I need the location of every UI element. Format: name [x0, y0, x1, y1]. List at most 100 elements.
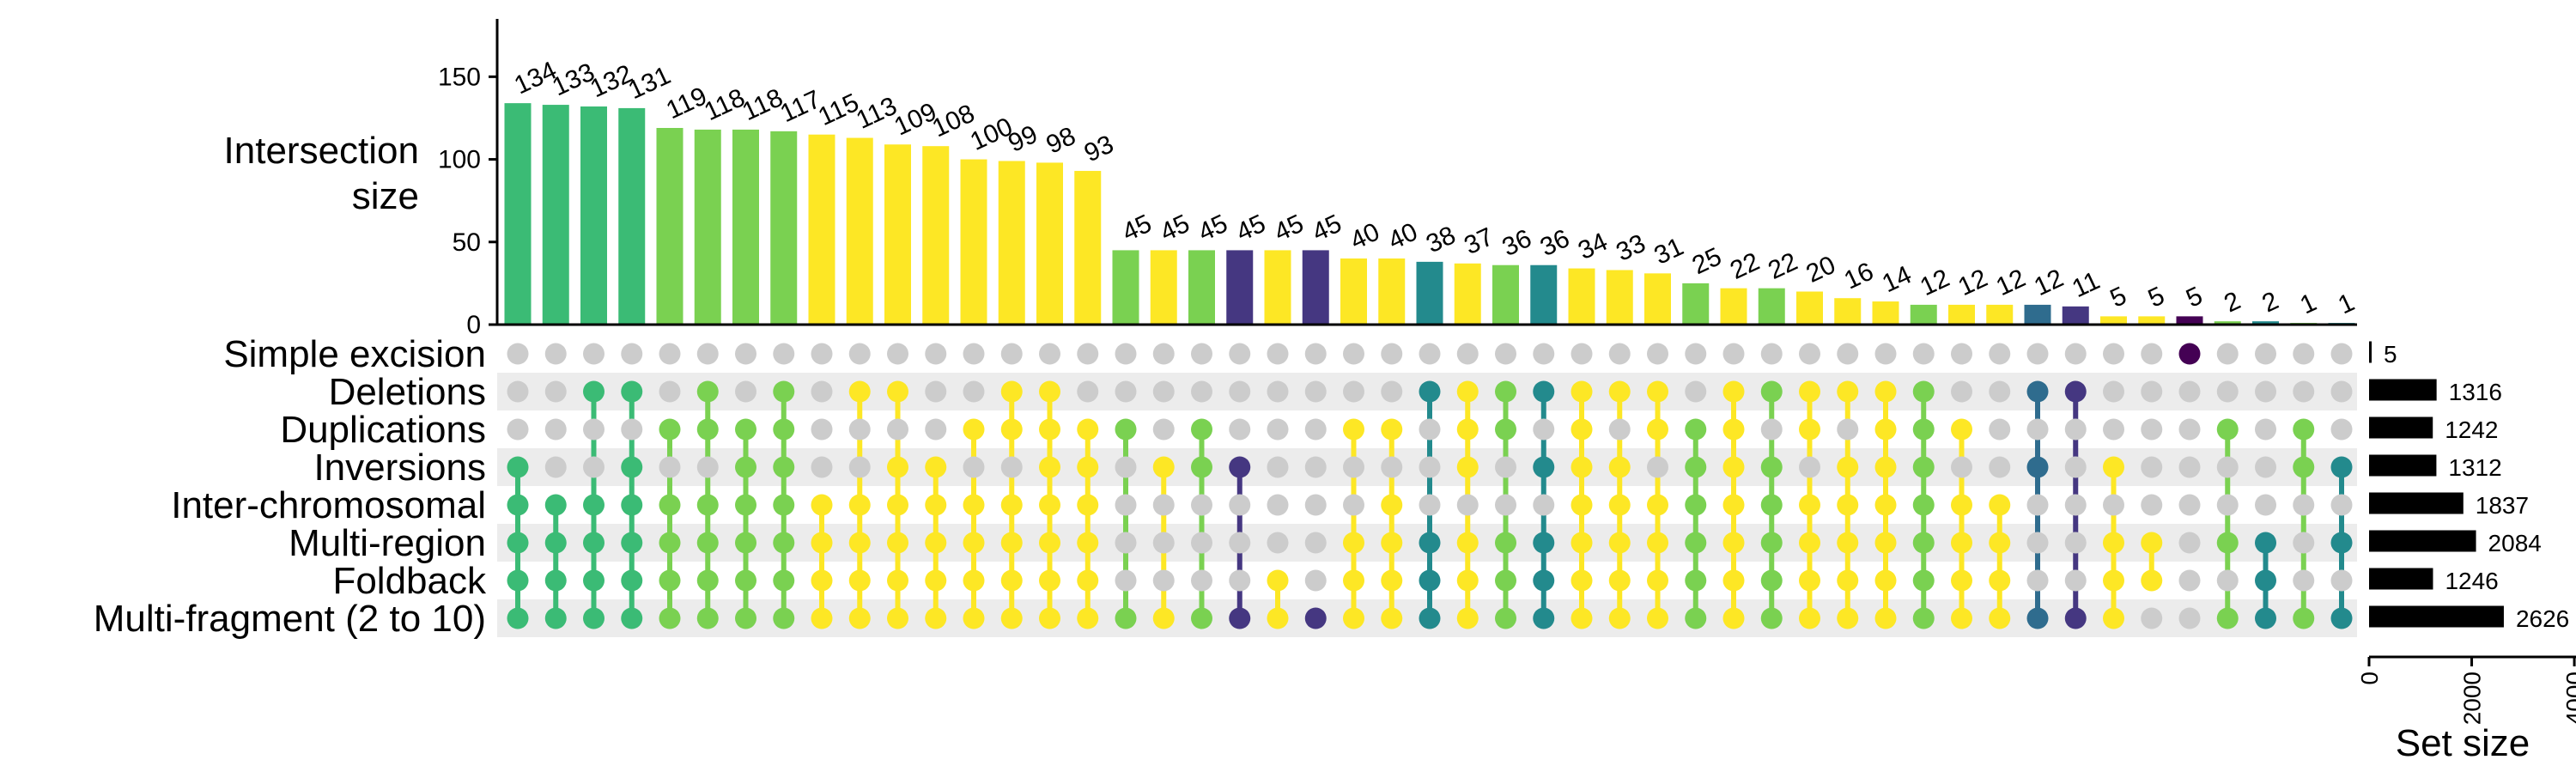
- matrix-dot-inactive: [1343, 494, 1364, 516]
- matrix-dot-inactive: [735, 380, 756, 403]
- matrix-dot-inactive: [1191, 380, 1212, 403]
- matrix-dot-inactive: [2178, 418, 2201, 441]
- matrix-dot-active: [1685, 418, 1707, 441]
- bar-value-label: 45: [1308, 210, 1346, 247]
- intersection-bar: [770, 131, 798, 325]
- matrix-dot-active: [887, 380, 908, 403]
- matrix-dot-active: [1951, 494, 1972, 516]
- matrix-dot-inactive: [1152, 380, 1175, 403]
- matrix-dot-active: [773, 494, 795, 516]
- matrix-dot-inactive: [1267, 380, 1289, 403]
- matrix-dot-inactive: [1267, 343, 1289, 365]
- matrix-dot-inactive: [2103, 494, 2124, 516]
- matrix-dot-active: [2255, 607, 2276, 629]
- matrix-dot-active: [1039, 456, 1060, 478]
- matrix-dot-active: [696, 607, 719, 629]
- matrix-dot-inactive: [696, 343, 719, 365]
- matrix-dot-inactive: [1837, 418, 1859, 441]
- matrix-dot-inactive: [1191, 569, 1212, 592]
- intersection-bar: [2214, 321, 2241, 325]
- matrix-dot-active: [1760, 607, 1783, 629]
- bar-value-label: 5: [2182, 282, 2207, 313]
- matrix-dot-active: [1533, 569, 1555, 592]
- matrix-dot-active: [544, 532, 567, 554]
- matrix-dot-active: [1267, 569, 1289, 592]
- matrix-dot-active: [1000, 418, 1023, 441]
- set-size-label: 1246: [2445, 568, 2498, 594]
- matrix-dot-active: [621, 494, 643, 516]
- set-size-bar: [2369, 605, 2504, 628]
- matrix-dot-active: [544, 607, 567, 629]
- intersection-bar: [580, 106, 607, 325]
- bar-value-label: 16: [1840, 258, 1878, 295]
- matrix-dot-active: [1039, 607, 1060, 629]
- matrix-dot-inactive: [811, 456, 833, 478]
- matrix-dot-active: [1722, 494, 1745, 516]
- bar-value-label: 37: [1460, 222, 1498, 260]
- intersection-bar: [656, 128, 683, 325]
- matrix-dot-inactive: [659, 343, 681, 365]
- intersection-bar: [618, 107, 646, 325]
- matrix-dot-inactive: [1495, 456, 1516, 478]
- matrix-dot-active: [2330, 532, 2353, 554]
- intersection-bar: [1872, 301, 1899, 325]
- matrix-dot-active: [1912, 418, 1935, 441]
- matrix-dot-inactive: [583, 456, 605, 478]
- intersection-bar: [504, 103, 532, 325]
- matrix-dot-inactive: [925, 418, 947, 441]
- matrix-dot-inactive: [583, 418, 605, 441]
- set-size-bar: [2369, 341, 2372, 363]
- matrix-dot-active: [583, 380, 605, 403]
- bar-value-label: 98: [1042, 122, 1080, 160]
- set-size-bar: [2369, 379, 2437, 401]
- matrix-dot-inactive: [2216, 343, 2239, 365]
- matrix-dot-active: [2103, 456, 2124, 478]
- matrix-dot-inactive: [1685, 380, 1707, 403]
- matrix-dot-active: [1039, 494, 1060, 516]
- matrix-dot-inactive: [2064, 532, 2087, 554]
- matrix-dot-inactive: [1115, 343, 1137, 365]
- matrix-dot-active: [2293, 607, 2315, 629]
- matrix-dot-active: [1343, 418, 1364, 441]
- matrix-dot-active: [925, 494, 947, 516]
- intersection-bar: [2024, 304, 2051, 325]
- bar-value-label: 45: [1270, 210, 1308, 247]
- matrix-dot-active: [1419, 607, 1441, 629]
- matrix-dot-active: [1989, 532, 2011, 554]
- matrix-dot-active: [735, 494, 756, 516]
- matrix-dot-active: [1647, 607, 1668, 629]
- matrix-dot-active: [621, 607, 643, 629]
- matrix-dot-inactive: [1647, 456, 1668, 478]
- matrix-dot-active: [1077, 418, 1099, 441]
- matrix-dot-active: [1647, 569, 1668, 592]
- y-tick-label: 100: [438, 146, 481, 174]
- intersection-bar: [1112, 250, 1139, 325]
- matrix-dot-inactive: [848, 343, 871, 365]
- matrix-dot-active: [1115, 418, 1137, 441]
- matrix-dot-inactive: [2141, 380, 2163, 403]
- matrix-dot-active: [1722, 456, 1745, 478]
- intersection-bar: [1720, 288, 1747, 325]
- intersection-bar: [1758, 288, 1785, 325]
- matrix-dot-inactive: [1571, 343, 1593, 365]
- matrix-dot-active: [1077, 532, 1099, 554]
- bar-value-label: 34: [1574, 228, 1612, 265]
- matrix-dot-active: [1343, 532, 1364, 554]
- matrix-dot-inactive: [659, 456, 681, 478]
- matrix-dot-active: [1608, 456, 1631, 478]
- intersection-bar: [1226, 250, 1254, 325]
- matrix-dot-active: [1533, 532, 1555, 554]
- matrix-dot-inactive: [1304, 532, 1327, 554]
- bar-value-label: 45: [1194, 210, 1232, 247]
- bar-value-label: 14: [1878, 260, 1916, 298]
- matrix-dot-active: [621, 456, 643, 478]
- intersection-bar: [1644, 273, 1671, 325]
- matrix-dot-inactive: [1077, 343, 1099, 365]
- matrix-dot-inactive: [1647, 343, 1668, 365]
- matrix-dot-active: [1495, 532, 1516, 554]
- bar-value-label: 38: [1422, 221, 1460, 258]
- matrix-dot-active: [1837, 569, 1859, 592]
- matrix-dot-active: [773, 532, 795, 554]
- intersection-bars: [504, 103, 2355, 325]
- matrix-dot-active: [1989, 569, 2011, 592]
